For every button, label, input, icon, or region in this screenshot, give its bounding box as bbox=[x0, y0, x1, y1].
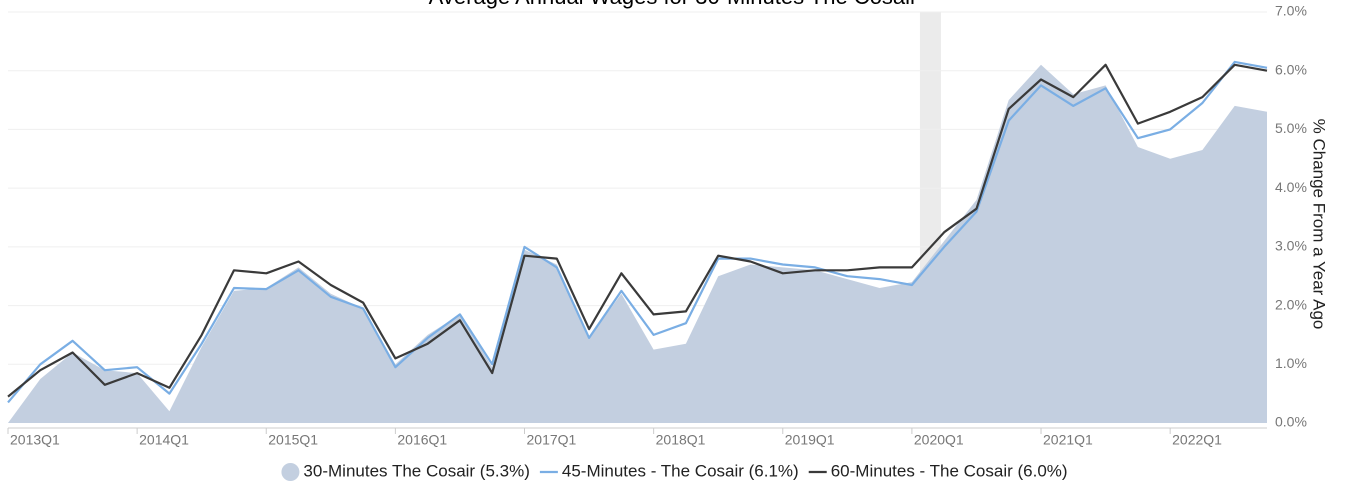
legend-label: 45-Minutes - The Cosair (6.1%) bbox=[562, 461, 799, 480]
y-tick-label: 4.0% bbox=[1275, 179, 1307, 195]
x-tick-label: 2022Q1 bbox=[1172, 432, 1222, 448]
x-tick-label: 2014Q1 bbox=[139, 432, 189, 448]
x-tick-label: 2019Q1 bbox=[785, 432, 835, 448]
y-tick-label: 7.0% bbox=[1275, 3, 1307, 19]
legend: 30-Minutes The Cosair (5.3%) 45-Minutes -… bbox=[281, 461, 1068, 481]
y-tick-label: 6.0% bbox=[1275, 61, 1307, 77]
legend-label: 60-Minutes - The Cosair (6.0%) bbox=[831, 461, 1068, 480]
x-tick-label: 2018Q1 bbox=[656, 432, 706, 448]
chart-title: Average Annual Wages for 30-Minutes The … bbox=[429, 0, 918, 9]
y-tick-label: 0.0% bbox=[1275, 414, 1307, 430]
y-axis-label: % Change From a Year Ago bbox=[1310, 119, 1329, 330]
x-tick-label: 2020Q1 bbox=[914, 432, 964, 448]
legend-label: 30-Minutes The Cosair (5.3%) bbox=[303, 461, 529, 480]
x-tick-label: 2013Q1 bbox=[10, 432, 60, 448]
x-tick-label: 2016Q1 bbox=[397, 432, 447, 448]
y-tick-label: 1.0% bbox=[1275, 355, 1307, 371]
line bbox=[7, 63, 1268, 398]
x-tick-label: 2017Q1 bbox=[527, 432, 577, 448]
x-tick-label: 2015Q1 bbox=[268, 432, 318, 448]
x-tick-label: 2021Q1 bbox=[1043, 432, 1093, 448]
y-tick-label: 5.0% bbox=[1275, 120, 1307, 136]
area bbox=[8, 64, 1267, 424]
line bbox=[7, 60, 1268, 404]
legend-swatch bbox=[281, 463, 300, 481]
y-tick-label: 3.0% bbox=[1275, 238, 1307, 254]
y-tick-label: 2.0% bbox=[1275, 296, 1307, 312]
